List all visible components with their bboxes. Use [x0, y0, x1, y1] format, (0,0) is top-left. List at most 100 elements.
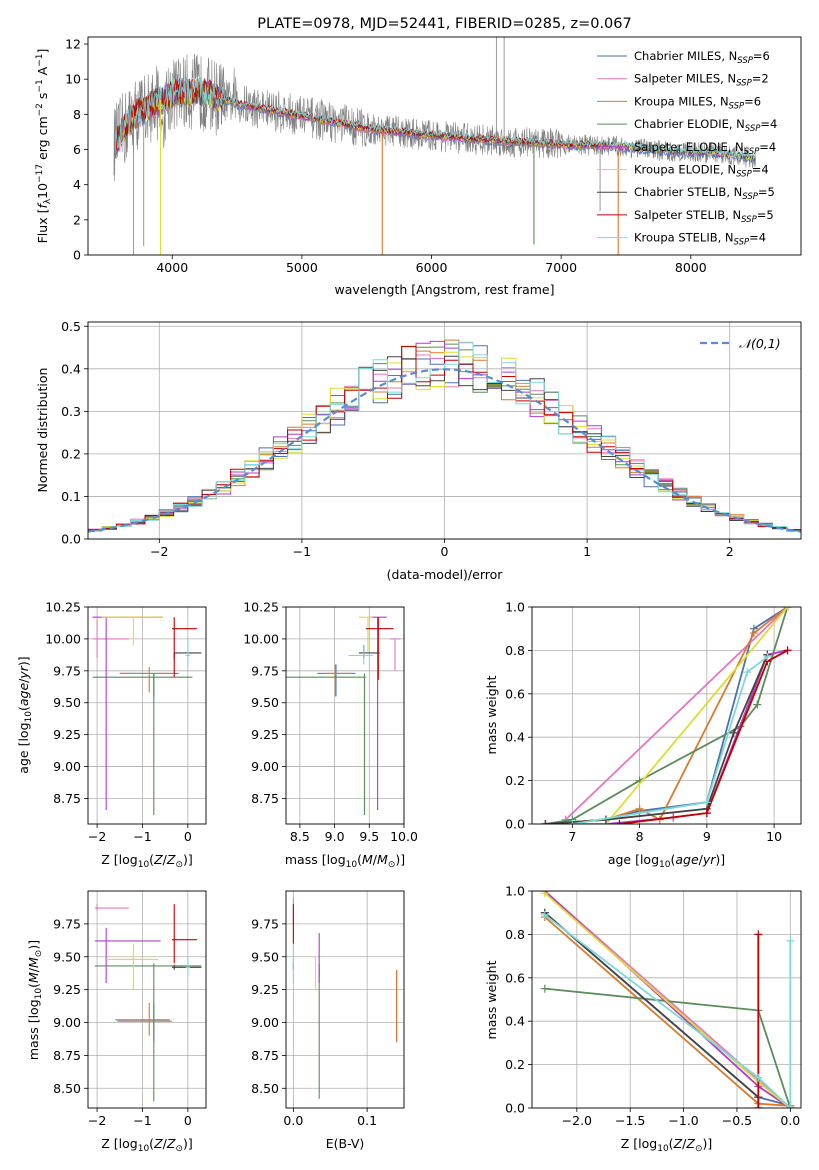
axes-frame [87, 321, 802, 540]
weight-marker [702, 809, 711, 818]
y-tick-label: 10.25 [243, 600, 279, 615]
x-axis-label: Z [log10(Z/Z⊙)] [101, 852, 193, 870]
y-axis-label: Flux [fλ10−17 erg cm−2 s−1 A−1] [35, 49, 53, 244]
weight-marker [783, 607, 792, 611]
plot-area [286, 616, 401, 816]
x-axis-label: Z [log10(Z/Z⊙)] [621, 1136, 713, 1154]
x-axis-label: E(B-V) [326, 1136, 365, 1151]
y-tick-label: 9.00 [53, 759, 81, 774]
panel-3: −2 −1 0 8.75 9.00 9.25 9.50 9.75 10.00 10.25 Z [lo… [16, 600, 207, 870]
y-axis-label: Normed distribution [35, 368, 50, 493]
y-tick-label: 0 [73, 248, 81, 263]
x-tick-label: −1 [133, 829, 151, 844]
chart-title: PLATE=0978, MJD=52441, FIBERID=0285, z=0… [257, 16, 631, 32]
x-tick-label: −2 [88, 829, 106, 844]
x-tick-label: 4000 [156, 260, 188, 275]
weight-marker [540, 910, 549, 919]
x-axis-label: age [log10(age/yr)] [608, 852, 725, 870]
y-tick-label: 0.2 [505, 1057, 525, 1072]
axes-frame [87, 36, 802, 256]
x-axis-label: mass [log10(M/M⊙)] [285, 852, 405, 870]
model-spectrum-9 [114, 76, 756, 161]
y-tick-label: 8.75 [251, 791, 279, 806]
x-tick-label: 8000 [675, 260, 707, 275]
y-tick-label: 8 [73, 107, 81, 122]
legend-label: Kroupa MILES, NSSP=6 [634, 94, 761, 111]
panel-1: 4000 5000 6000 7000 8000 0 2 4 6 8 10 12 PLATE=0978,… [35, 16, 802, 297]
y-axis-label: mass weight [484, 960, 499, 1039]
weight-marker [749, 629, 758, 638]
x-tick-label: 0.1 [357, 1113, 377, 1128]
y-tick-label: 0.0 [61, 532, 81, 547]
x-tick-label: 2 [726, 544, 734, 559]
axes-frame [531, 890, 802, 1109]
y-tick-label: 9.00 [53, 1015, 81, 1030]
x-tick-label: −2.0 [562, 1113, 592, 1128]
weight-marker [754, 1104, 763, 1108]
x-axis-label: Z [log10(Z/Z⊙)] [101, 1136, 193, 1154]
panel-4: 8.5 9.0 9.5 10.0 8.75 9.00 9.25 9.50 9.75 10.00 10… [243, 600, 418, 871]
plot-area [292, 897, 398, 1099]
weight-marker [702, 798, 711, 807]
x-tick-label: 7000 [545, 260, 577, 275]
legend-label: Kroupa STELIB, NSSP=4 [634, 231, 766, 248]
y-axis-label: age [log10(age/yr)] [16, 656, 34, 773]
y-tick-label: 9.25 [251, 727, 279, 742]
weight-marker [783, 646, 792, 655]
panel-7: 0.0 0.1 8.50 8.75 9.00 9.25 9.50 9.75 E(B-V) [251, 890, 405, 1151]
x-tick-label: 8 [636, 829, 644, 844]
y-tick-label: 0.4 [505, 1014, 525, 1029]
y-tick-label: 9.50 [251, 695, 279, 710]
weight-marker [754, 930, 763, 939]
y-tick-label: 9.25 [53, 727, 81, 742]
weight-line-4 [544, 987, 792, 1108]
y-tick-label: 1.0 [505, 884, 525, 899]
y-axis-label: mass weight [484, 675, 499, 754]
y-tick-label: 2 [73, 212, 81, 227]
legend-label: Kroupa ELODIE, NSSP=4 [634, 163, 769, 180]
weight-marker [786, 936, 795, 945]
x-tick-label: 9.5 [359, 829, 379, 844]
plot-area [92, 616, 202, 816]
y-tick-label: 8.75 [251, 1048, 279, 1063]
y-tick-label: 0.8 [505, 927, 525, 942]
grid [286, 606, 405, 824]
y-tick-label: 9.75 [251, 663, 279, 678]
x-tick-label: −1.0 [668, 1113, 698, 1128]
weight-marker [763, 652, 772, 661]
panel-8: −2.0 −1.5 −1.0 −0.5 0.0 0.0 0.2 0.4 0.6 0.8 1.0 Z [… [484, 884, 802, 1154]
y-tick-label: 8.75 [53, 1048, 81, 1063]
weight-line-8 [619, 649, 788, 824]
y-tick-label: 9.25 [251, 982, 279, 997]
y-tick-label: 9.25 [53, 982, 81, 997]
x-tick-label: 7 [568, 829, 576, 844]
histogram-8 [88, 345, 801, 534]
x-tick-label: 0 [184, 829, 192, 844]
legend-label: Salpeter STELIB, NSSP=5 [634, 208, 774, 225]
x-tick-label: 0.0 [283, 1113, 303, 1128]
y-tick-label: 0.0 [505, 1101, 525, 1116]
weight-marker [541, 820, 550, 824]
weight-marker [615, 820, 624, 824]
y-tick-label: 0.2 [505, 773, 525, 788]
legend-label: Salpeter ELODIE, NSSP=4 [634, 140, 776, 157]
normal-curve [88, 368, 801, 533]
plot-area [540, 891, 795, 1108]
x-tick-label: 0 [441, 544, 449, 559]
x-tick-label: 5000 [286, 260, 318, 275]
x-tick-label: 0.0 [780, 1113, 800, 1128]
y-tick-label: 0.8 [505, 643, 525, 658]
weight-marker [743, 668, 752, 677]
y-tick-label: 8.50 [53, 1081, 81, 1096]
legend: 𝒩(0,1) [700, 336, 781, 351]
axes-frame [87, 890, 207, 1109]
panel-6: −2 −1 0 8.50 8.75 9.00 9.25 9.50 9.75 Z [log10(Z/… [26, 890, 207, 1154]
x-axis-label: (data-model)/error [387, 567, 504, 582]
y-tick-label: 10.25 [45, 600, 81, 615]
y-tick-label: 10.00 [45, 631, 81, 646]
x-tick-label: 10 [766, 829, 782, 844]
plot-area [113, 37, 756, 255]
y-tick-label: 9.00 [251, 759, 279, 774]
weight-marker [635, 804, 644, 813]
